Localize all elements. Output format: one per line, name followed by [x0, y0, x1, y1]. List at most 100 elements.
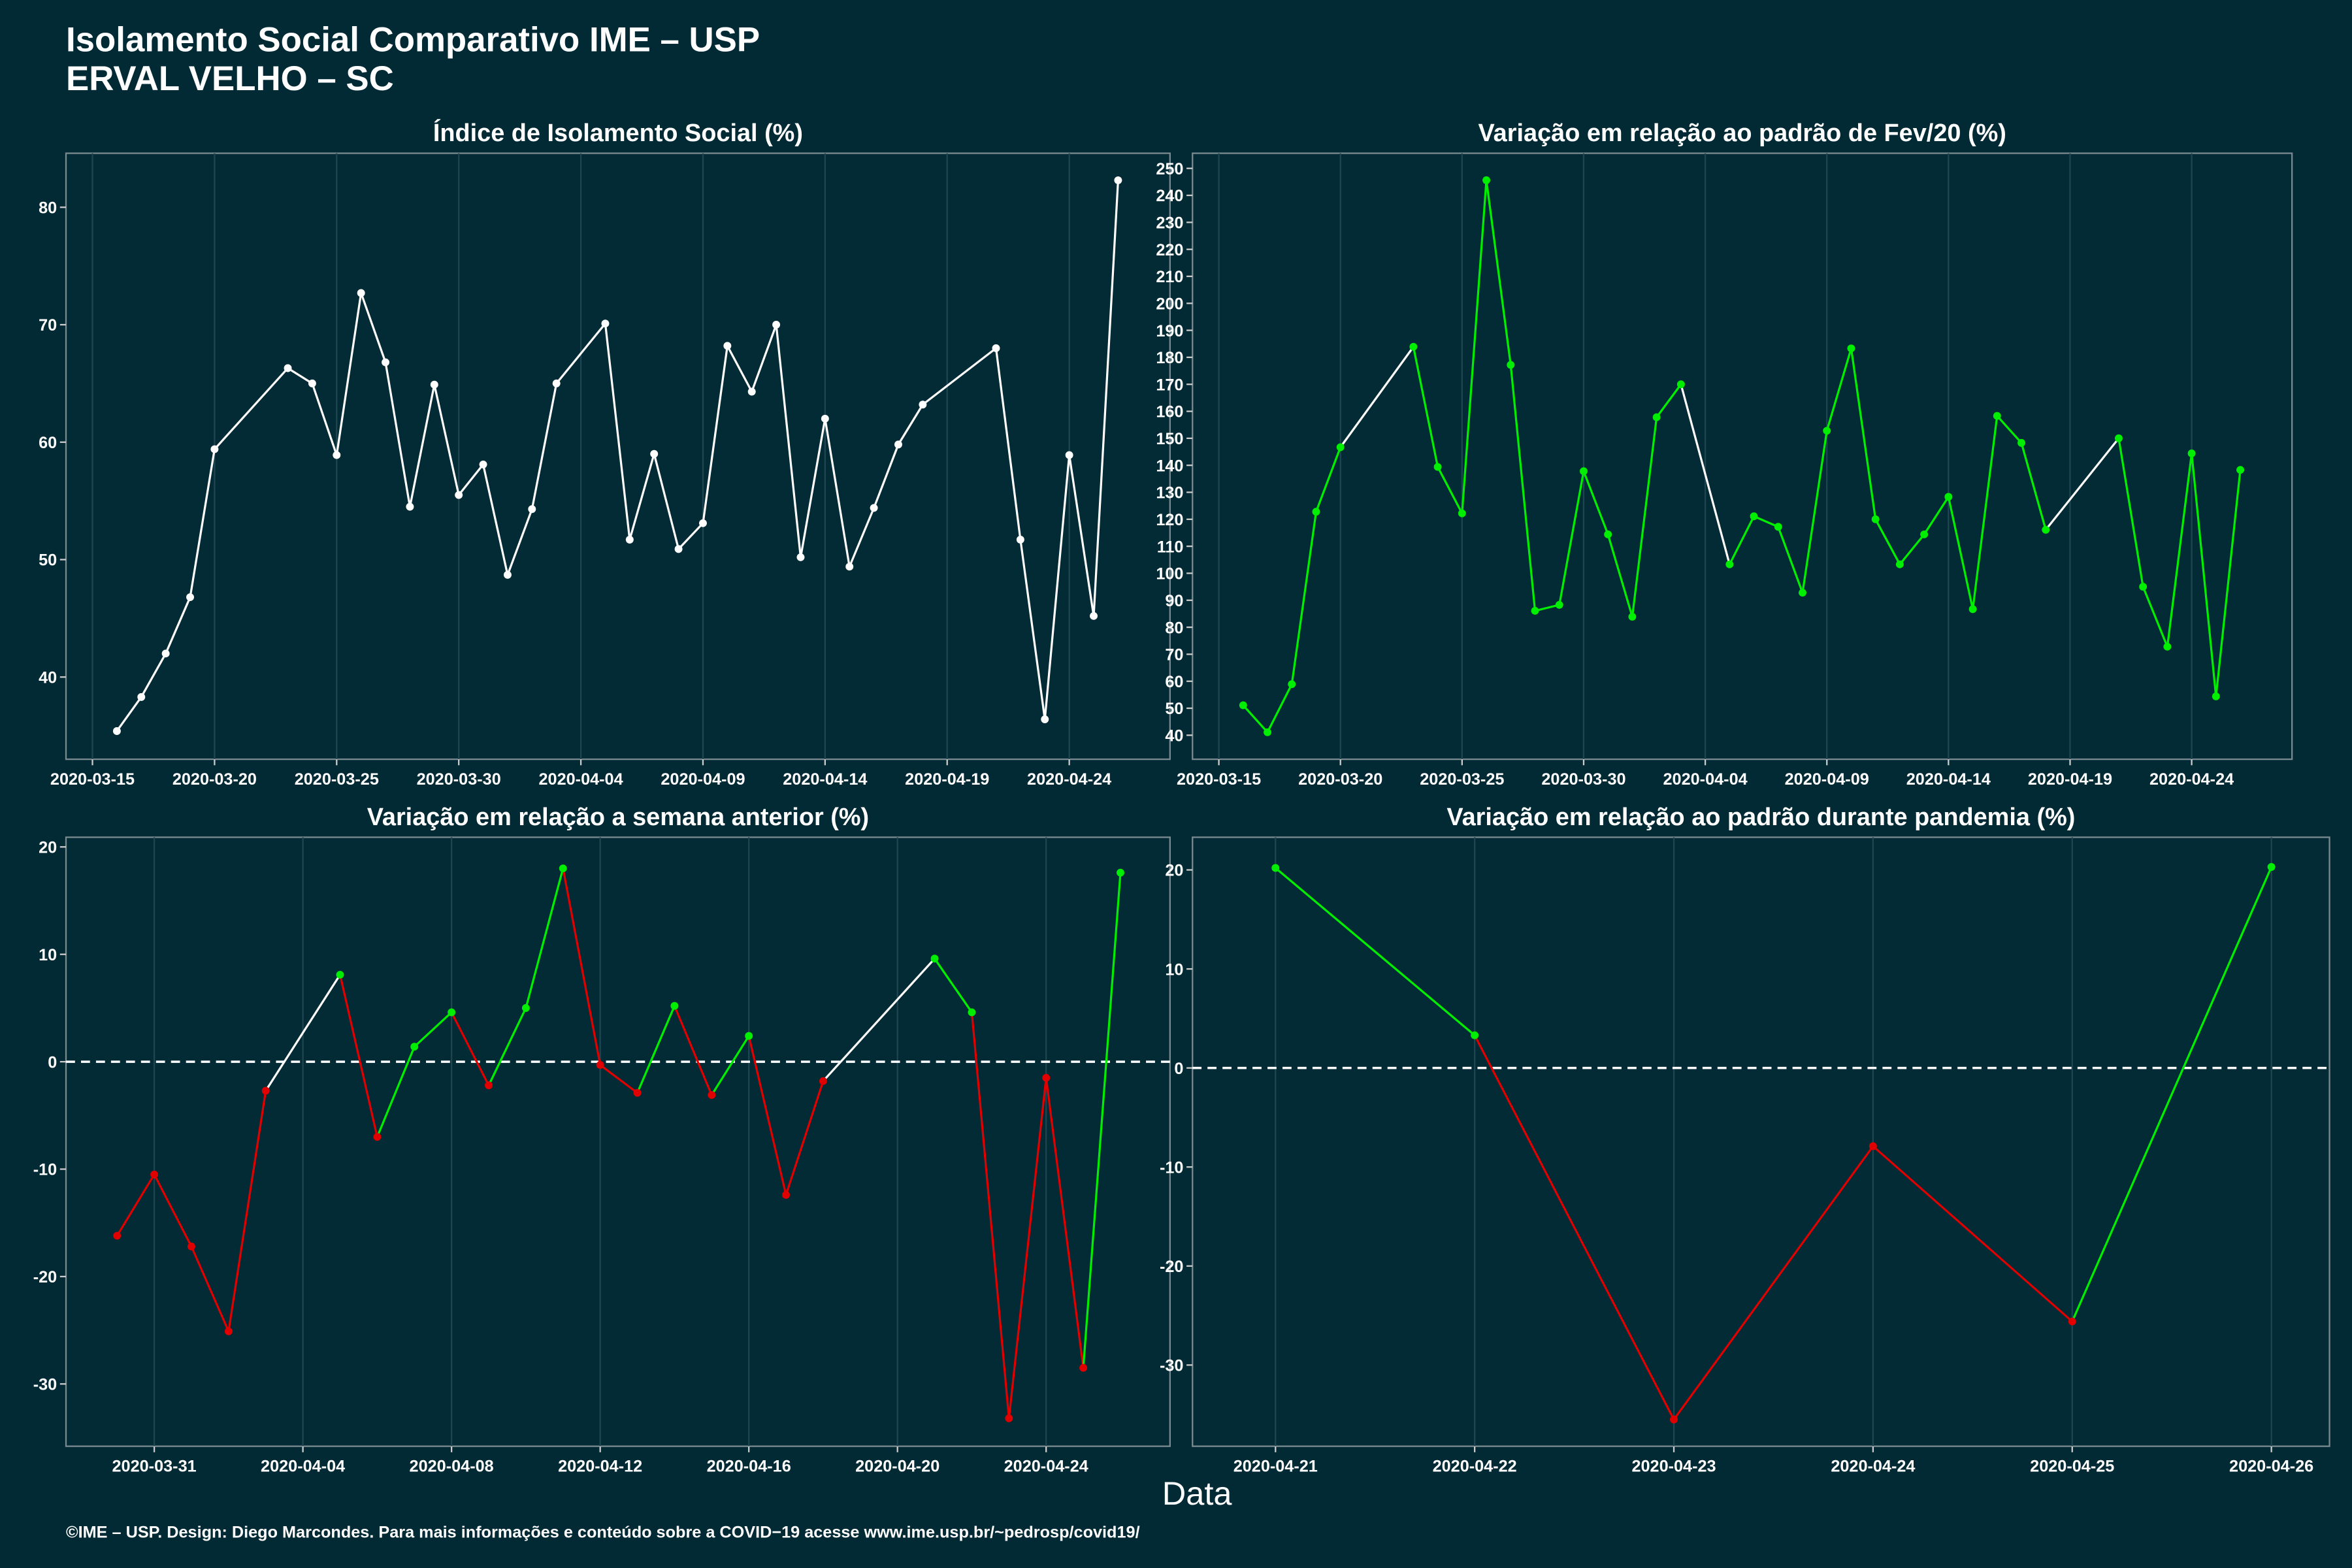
y-tick-label: 90: [1165, 592, 1183, 610]
line-segment: [897, 404, 924, 446]
x-tick-label: 2020-03-30: [417, 770, 501, 789]
data-point: [674, 545, 683, 553]
data-point: [1652, 413, 1661, 421]
x-tick-label: 2020-04-08: [410, 1458, 494, 1476]
data-point: [625, 536, 634, 544]
x-tick-label: 2020-04-04: [538, 770, 623, 789]
data-point: [2139, 583, 2148, 591]
y-tick-label: 50: [1165, 700, 1183, 718]
line-segment: [922, 347, 997, 406]
y-tick-label: 180: [1156, 349, 1183, 367]
data-point: [2236, 466, 2245, 474]
x-tick-label: 2020-04-26: [2229, 1458, 2313, 1476]
line-segment: [1753, 515, 1779, 528]
line-segment: [555, 323, 606, 384]
data-point: [596, 1061, 604, 1070]
data-point: [1005, 1414, 1013, 1422]
data-point: [1507, 361, 1515, 369]
line-segment: [153, 1173, 193, 1247]
line-segment: [214, 367, 289, 450]
data-point: [723, 342, 732, 350]
x-tick-label: 2020-04-09: [1785, 770, 1869, 789]
data-point: [1799, 589, 1806, 597]
data-point: [1847, 344, 1855, 353]
y-tick-label: 50: [39, 551, 57, 570]
line-segment: [506, 508, 533, 576]
line-segment: [673, 1005, 713, 1096]
data-point: [1016, 536, 1024, 544]
line-segment: [599, 1064, 638, 1094]
data-point: [2017, 438, 2025, 447]
line-segment: [1509, 365, 1537, 612]
y-tick-label: 0: [1174, 1060, 1183, 1078]
data-point: [870, 504, 878, 512]
data-point: [772, 321, 781, 329]
data-point: [796, 553, 805, 561]
y-tick-label: 10: [39, 946, 57, 964]
data-point: [552, 379, 561, 387]
data-point: [410, 1043, 419, 1051]
y-tick-label: 60: [1165, 673, 1183, 691]
line-segment: [1947, 497, 1974, 610]
data-point: [1920, 530, 1929, 538]
y-tick-label: 170: [1156, 376, 1183, 394]
panel-title: Variação em relação ao padrão durante pa…: [1446, 804, 2075, 831]
line-segment: [1290, 512, 1318, 685]
data-point: [2114, 434, 2123, 442]
line-segment: [653, 453, 680, 549]
line-segment: [785, 1081, 825, 1196]
y-tick-label: 210: [1156, 268, 1183, 286]
line-segment: [2142, 586, 2168, 647]
line-segment: [1535, 604, 1560, 612]
data-point: [333, 451, 341, 459]
data-point: [1676, 380, 1685, 389]
line-segment: [1801, 431, 1828, 593]
y-tick-label: -20: [1160, 1258, 1184, 1276]
y-tick-label: 110: [1157, 538, 1184, 556]
line-segment: [1777, 526, 1804, 593]
line-segment: [457, 463, 484, 496]
line-segment: [2020, 442, 2047, 531]
line-segment: [414, 1011, 453, 1048]
y-tick-label: 130: [1156, 484, 1183, 502]
data-point: [1042, 1073, 1051, 1082]
data-point: [1409, 342, 1418, 351]
y-tick-label: 140: [1156, 457, 1183, 475]
data-point: [1336, 443, 1345, 451]
data-point: [261, 1086, 270, 1095]
data-point: [112, 727, 121, 735]
line-segment: [450, 1011, 490, 1086]
line-segment: [1607, 534, 1633, 617]
line-segment: [116, 696, 142, 732]
x-tick-label: 2020-04-24: [1004, 1458, 1088, 1476]
data-point: [1079, 1364, 1088, 1372]
line-segment: [799, 418, 826, 558]
y-tick-label: -20: [33, 1268, 57, 1286]
y-tick-label: 220: [1156, 241, 1183, 259]
data-point: [919, 400, 927, 409]
line-segment: [1631, 417, 1658, 617]
line-segment: [1872, 1145, 2073, 1322]
y-tick-label: 20: [39, 838, 57, 857]
line-segment: [1850, 348, 1877, 520]
line-segment: [1275, 867, 1476, 1036]
y-tick-label: 60: [39, 434, 57, 452]
line-segment: [384, 362, 412, 507]
data-point: [284, 364, 292, 372]
line-segment: [1680, 384, 1731, 565]
line-segment: [338, 974, 378, 1137]
line-segment: [287, 367, 313, 385]
data-point: [137, 693, 146, 701]
data-point: [1604, 530, 1612, 538]
y-tick-label: -10: [33, 1161, 57, 1179]
line-segment: [1068, 455, 1095, 617]
y-tick-label: 70: [1165, 646, 1183, 664]
line-segment: [2191, 453, 2217, 697]
data-point: [708, 1091, 716, 1100]
line-segment: [190, 1246, 230, 1332]
data-point: [930, 955, 939, 963]
data-point: [1725, 560, 1734, 568]
data-point: [821, 414, 829, 423]
data-point: [1944, 493, 1953, 501]
